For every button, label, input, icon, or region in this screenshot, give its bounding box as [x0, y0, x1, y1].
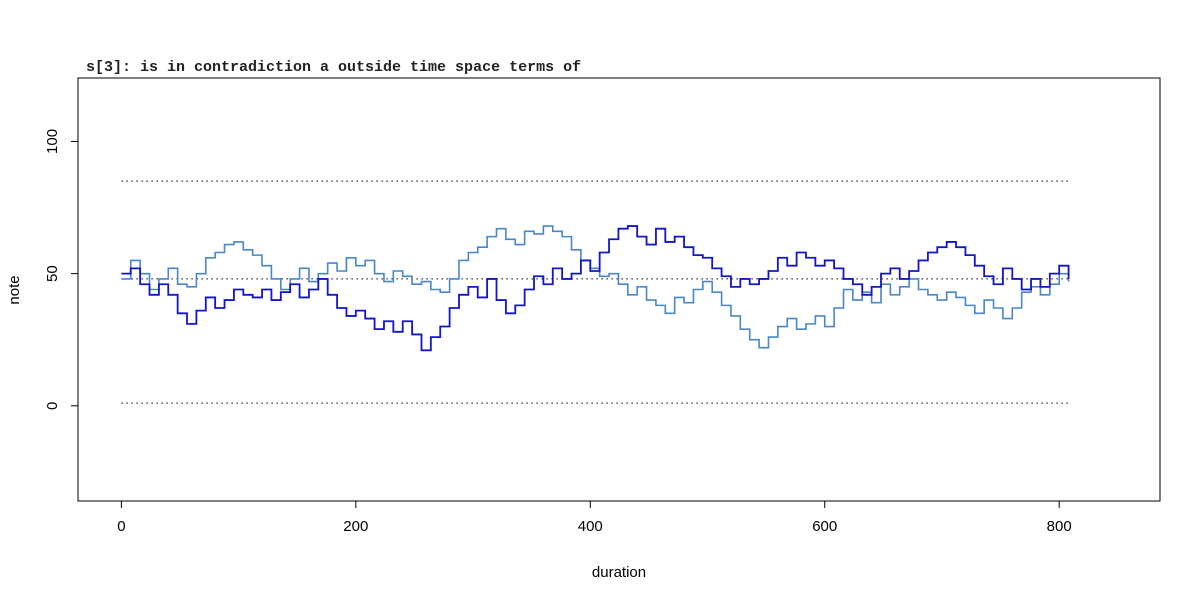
x-tick-label: 800	[1047, 518, 1072, 535]
series-layer	[121, 225, 1070, 352]
y-tick-label: 50	[44, 265, 61, 282]
x-tick-label: 600	[812, 518, 837, 535]
x-tick-label: 200	[343, 518, 368, 535]
series-b-line	[121, 225, 1070, 349]
y-axis-title: note	[6, 275, 23, 304]
reference-lines	[121, 180, 1069, 404]
x-axis: 0 200 400 600 800	[117, 500, 1072, 535]
y-tick-label: 0	[44, 402, 61, 410]
y-tick-label: 100	[44, 129, 61, 154]
chart-title: s[3]: is in contradiction a outside time…	[86, 59, 581, 76]
series-a-line	[121, 225, 1070, 352]
x-tick-label: 400	[578, 518, 603, 535]
y-axis: 0 50 100	[44, 129, 79, 410]
x-tick-label: 0	[117, 518, 125, 535]
x-axis-title: duration	[592, 564, 646, 581]
